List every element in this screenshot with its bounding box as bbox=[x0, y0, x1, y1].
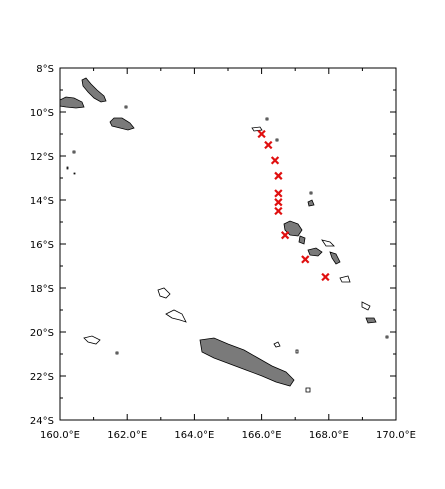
island-small-12 bbox=[83, 335, 101, 345]
island-small-11 bbox=[385, 335, 389, 339]
y-tick-label: 22°S bbox=[30, 372, 54, 383]
x-tick-label: 162.0°E bbox=[107, 430, 147, 441]
y-tick-label: 24°S bbox=[30, 416, 54, 427]
island-malekula bbox=[298, 235, 306, 245]
y-tick-label: 14°S bbox=[30, 196, 54, 207]
island-solomon-3 bbox=[109, 117, 135, 131]
station-marker bbox=[321, 272, 330, 282]
island-small-10 bbox=[365, 317, 377, 324]
island-loyalty-1 bbox=[273, 341, 281, 348]
island-new-caledonia bbox=[199, 337, 295, 387]
x-tick-label: 168.0°E bbox=[309, 430, 349, 441]
y-tick-label: 16°S bbox=[30, 240, 54, 251]
island-ambae bbox=[321, 239, 335, 247]
island-small-9 bbox=[361, 301, 371, 311]
y-tick-label: 18°S bbox=[30, 284, 54, 295]
island-small-6 bbox=[275, 138, 279, 142]
x-tick-label: 160.0°E bbox=[40, 430, 80, 441]
x-tick-label: 170.0°E bbox=[376, 430, 416, 441]
island-small-4 bbox=[73, 172, 76, 175]
x-axis-tick-labels: 160.0°E 162.0°E 164.0°E 166.0°E 168.0°E 170.0… bbox=[40, 430, 416, 441]
island-small-3 bbox=[66, 166, 69, 170]
station-marker bbox=[257, 129, 266, 139]
island-small-7 bbox=[307, 199, 315, 207]
island-isle-of-pines bbox=[305, 387, 311, 393]
island-small-13 bbox=[115, 351, 119, 355]
y-tick-label: 12°S bbox=[30, 152, 54, 163]
island-loyalty-2 bbox=[295, 349, 299, 354]
island-belep bbox=[165, 309, 187, 323]
station-marker bbox=[274, 206, 283, 216]
island-solomon-1 bbox=[81, 77, 107, 103]
island-santa-cruz bbox=[251, 126, 263, 132]
island-chesterfield bbox=[157, 287, 171, 299]
station-marker bbox=[264, 140, 273, 150]
island-pentecost bbox=[329, 251, 341, 265]
island-solomon-2 bbox=[59, 96, 85, 109]
station-marker bbox=[274, 189, 283, 198]
island-small-5 bbox=[265, 117, 269, 121]
x-tick-label: 166.0°E bbox=[242, 430, 282, 441]
map-frame bbox=[59, 67, 397, 421]
station-marker bbox=[274, 171, 283, 180]
island-small-2 bbox=[72, 150, 76, 154]
y-axis-tick-labels: 8°S 10°S 12°S 14°S 16°S 18°S 20°S 22°S 24°S bbox=[30, 64, 54, 427]
x-tick-label: 164.0°E bbox=[174, 430, 214, 441]
y-tick-label: 8°S bbox=[36, 64, 54, 75]
y-tick-label: 10°S bbox=[30, 108, 54, 119]
axis-ticks bbox=[59, 67, 397, 421]
island-small-8 bbox=[309, 191, 313, 195]
station-marker bbox=[301, 255, 310, 264]
island-erromango bbox=[339, 275, 351, 283]
station-marker bbox=[274, 198, 283, 207]
island-efate bbox=[307, 247, 323, 257]
y-tick-label: 20°S bbox=[30, 328, 54, 339]
station-marker bbox=[280, 231, 290, 240]
station-marker bbox=[270, 156, 280, 165]
marker-layer bbox=[257, 129, 330, 282]
island-small-1 bbox=[124, 105, 128, 109]
